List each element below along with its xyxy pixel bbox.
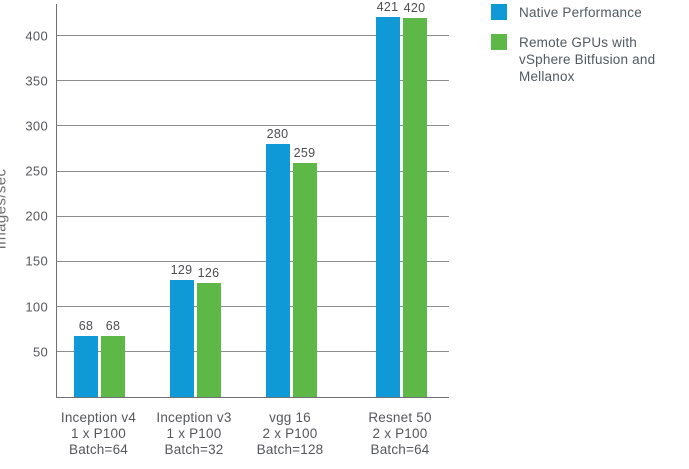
y-tick-label: 200 — [25, 208, 48, 224]
bar-column: 126 — [196, 266, 221, 397]
bar-value-label: 68 — [78, 318, 94, 333]
plot-area: Images/sec 50 100 150 200 250 300 350 400 68 68 12… — [0, 0, 449, 398]
x-category-label-line: Inception v4 — [60, 410, 137, 425]
bar-group: 280 259 — [265, 127, 317, 397]
y-tick-label: 300 — [25, 118, 48, 134]
x-category-label-line: 1 x P100 — [71, 426, 126, 441]
bar-group: 129 126 — [169, 263, 221, 397]
x-category-label: vgg 16 2 x P100 Batch=128 — [225, 410, 355, 458]
legend-label-remote: Remote GPUs with vSphere Bitfusion and M… — [519, 35, 656, 84]
x-category-label-line: Batch=128 — [256, 442, 324, 457]
gridline — [57, 170, 449, 172]
y-tick-label: 50 — [32, 344, 48, 360]
legend-swatch-remote — [491, 34, 507, 50]
legend-swatch-native — [491, 4, 507, 20]
gridline — [57, 351, 449, 353]
bar-column: 68 — [101, 319, 125, 397]
gridline — [57, 260, 449, 262]
bar-native — [74, 335, 98, 397]
y-tick-label: 400 — [25, 28, 48, 44]
bar-remote — [292, 163, 317, 397]
bar-value-label: 280 — [266, 127, 289, 142]
x-category-label: Inception v3 1 x P100 Batch=32 — [129, 410, 259, 458]
bar-native — [265, 144, 290, 397]
x-category-label: Resnet 50 2 x P100 Batch=64 — [335, 410, 465, 458]
legend-item-remote: Remote GPUs with vSphere Bitfusion and M… — [491, 34, 689, 85]
bar-native — [169, 280, 194, 397]
x-category-label-line: vgg 16 — [269, 410, 311, 425]
bar-value-label: 126 — [197, 266, 220, 281]
bar-column: 259 — [292, 146, 317, 397]
y-tick-label: 350 — [25, 73, 48, 89]
bar-value-label: 259 — [293, 146, 316, 161]
y-tick-label: 250 — [25, 163, 48, 179]
x-category-label-line: Batch=64 — [370, 442, 430, 457]
gridline — [57, 306, 449, 308]
legend-item-native: Native Performance — [491, 4, 689, 21]
bar-value-label: 68 — [105, 318, 121, 333]
bar-column: 68 — [74, 319, 98, 397]
x-category-label: Inception v4 1 x P100 Batch=64 — [34, 410, 164, 458]
legend-label-native: Native Performance — [519, 5, 642, 20]
x-category-label-line: Inception v3 — [156, 410, 232, 425]
gridline — [57, 215, 449, 217]
gridline — [57, 80, 449, 82]
bar-native — [375, 16, 400, 397]
x-category-label-line: 2 x P100 — [262, 426, 318, 441]
gridline — [57, 125, 449, 127]
x-category-label-line: Resnet 50 — [368, 410, 432, 425]
y-tick-label: 100 — [25, 299, 48, 315]
bar-group: 68 68 — [74, 319, 125, 397]
bar-remote — [101, 335, 125, 397]
x-category-label-line: 2 x P100 — [372, 426, 428, 441]
legend: Native Performance Remote GPUs with vSph… — [491, 4, 689, 85]
x-category-label-line: Batch=64 — [68, 442, 129, 457]
x-category-label-line: 1 x P100 — [166, 426, 222, 441]
bar-value-label: 421 — [376, 0, 399, 14]
x-category-label-line: Batch=32 — [164, 442, 224, 457]
bar-remote — [196, 283, 221, 397]
bar-value-label: 420 — [403, 0, 426, 15]
y-tick-label: 150 — [25, 253, 48, 269]
bar-group: 421 420 — [375, 0, 427, 397]
bar-column: 421 — [375, 0, 400, 397]
bar-value-label: 129 — [170, 263, 193, 278]
y-axis-title: Images/sec — [0, 168, 10, 250]
bar-column: 280 — [265, 127, 290, 397]
bar-remote — [402, 17, 427, 397]
bar-column: 129 — [169, 263, 194, 397]
bar-column: 420 — [402, 0, 427, 397]
gridline — [57, 35, 449, 37]
